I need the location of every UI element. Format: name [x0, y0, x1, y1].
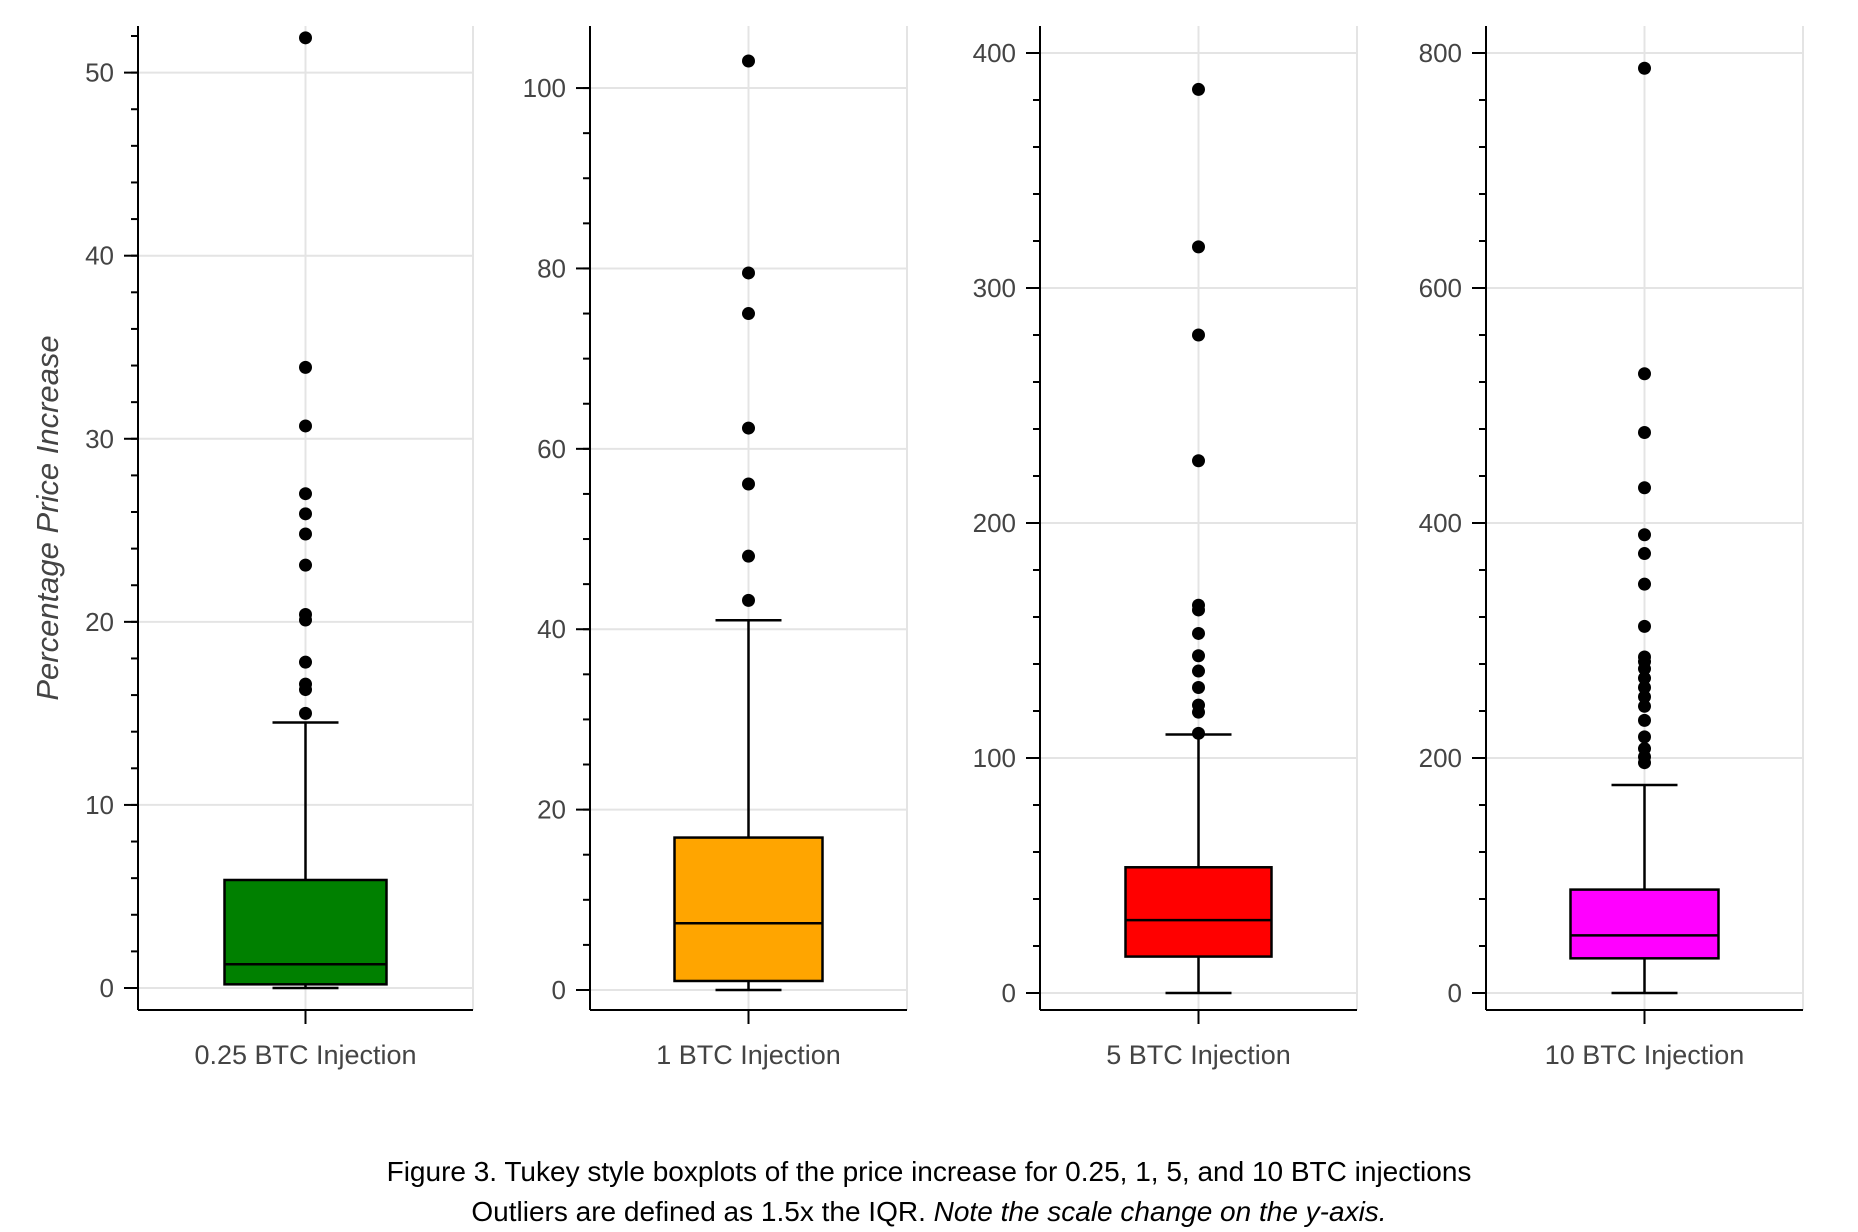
outlier-point [1638, 426, 1651, 440]
y-tick-label: 0 [1002, 978, 1016, 1008]
outlier-point [742, 477, 755, 491]
outlier-point [742, 54, 755, 68]
iqr-box [1124, 866, 1273, 958]
outlier-point [299, 419, 312, 433]
outlier-point [1638, 690, 1651, 704]
iqr-box [223, 878, 388, 986]
outlier-point [1192, 454, 1205, 468]
outlier-point [742, 593, 755, 607]
outlier-point [1192, 598, 1205, 612]
y-tick-label: 400 [973, 38, 1016, 68]
outlier-point [1638, 619, 1651, 633]
y-tick-label: 300 [973, 273, 1016, 303]
outlier-point [1638, 577, 1651, 591]
x-category-label: 5 BTC Injection [1106, 1040, 1291, 1070]
figure-caption-line2: Outliers are defined as 1.5x the IQR. No… [0, 1196, 1858, 1228]
caption-plain-text: Outliers are defined as 1.5x the IQR. [471, 1196, 934, 1227]
outlier-point [1638, 730, 1651, 744]
outlier-point [299, 558, 312, 572]
outlier-point [742, 266, 755, 280]
y-tick-label: 60 [537, 434, 566, 464]
outlier-point [742, 307, 755, 321]
outlier-point [299, 487, 312, 501]
outlier-point [1638, 367, 1651, 381]
outlier-point [742, 549, 755, 563]
outlier-point [1638, 650, 1651, 664]
outlier-point [299, 360, 312, 374]
x-category-label: 0.25 BTC Injection [194, 1040, 416, 1070]
y-tick-label: 20 [537, 795, 566, 825]
y-tick-label: 800 [1419, 38, 1462, 68]
outlier-point [1192, 626, 1205, 640]
y-axis-label: Percentage Price Increase [30, 335, 65, 700]
outlier-point [1638, 547, 1651, 561]
y-tick-label: 600 [1419, 273, 1462, 303]
y-tick-label: 0 [100, 973, 114, 1003]
caption-italic-note: Note the scale change on the y-axis. [933, 1196, 1387, 1227]
outlier-point [1192, 726, 1205, 740]
y-tick-label: 50 [85, 58, 114, 88]
y-tick-label: 200 [1419, 743, 1462, 773]
outlier-point [1638, 699, 1651, 713]
outlier-point [1638, 528, 1651, 542]
outlier-point [1192, 664, 1205, 678]
outlier-point [1638, 671, 1651, 685]
outlier-point [299, 507, 312, 521]
y-tick-label: 100 [973, 743, 1016, 773]
x-category-label: 10 BTC Injection [1545, 1040, 1745, 1070]
y-tick-label: 10 [85, 790, 114, 820]
outlier-point [1192, 681, 1205, 694]
outlier-point [299, 677, 312, 691]
outlier-point [1638, 742, 1651, 756]
outlier-point [742, 421, 755, 435]
outlier-point [299, 608, 312, 622]
y-tick-label: 200 [973, 508, 1016, 538]
outlier-point [299, 31, 312, 45]
figure-caption-line1: Figure 3. Tukey style boxplots of the pr… [386, 1156, 1472, 1187]
outlier-point [1192, 240, 1205, 254]
iqr-box [1569, 888, 1720, 960]
y-tick-label: 400 [1419, 508, 1462, 538]
outlier-point [1192, 698, 1205, 712]
y-tick-label: 30 [85, 424, 114, 454]
outlier-point [1638, 481, 1651, 495]
outlier-point [1192, 649, 1205, 663]
outlier-point [1192, 82, 1205, 96]
y-tick-label: 40 [85, 241, 114, 271]
outlier-point [299, 527, 312, 541]
y-tick-label: 100 [523, 73, 566, 103]
outlier-point [1192, 328, 1205, 342]
outlier-point [1638, 713, 1651, 727]
y-tick-label: 0 [552, 975, 566, 1005]
outlier-point [299, 655, 312, 669]
y-tick-label: 20 [85, 607, 114, 637]
y-tick-label: 80 [537, 253, 566, 283]
outlier-point [1638, 61, 1651, 75]
iqr-box [673, 836, 824, 983]
y-tick-label: 0 [1448, 978, 1462, 1008]
y-tick-label: 40 [537, 614, 566, 644]
outlier-point [1638, 681, 1651, 694]
outlier-point [299, 706, 312, 720]
x-category-label: 1 BTC Injection [656, 1040, 841, 1070]
